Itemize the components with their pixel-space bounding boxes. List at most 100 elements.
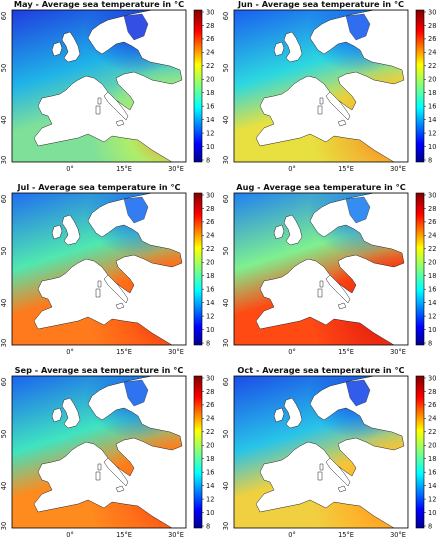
colorbar-tick-label: 8 bbox=[206, 522, 210, 530]
lat-tick-label: 60 bbox=[222, 12, 230, 20]
colorbar-tick-label: 24 bbox=[206, 415, 214, 423]
lat-tick-label: 60 bbox=[222, 378, 230, 386]
lat-tick-label: 40 bbox=[222, 482, 230, 490]
lon-tick-label: 30°E bbox=[168, 348, 184, 356]
colorbar-tick-label: 22 bbox=[428, 428, 436, 436]
lon-tick-label: 0° bbox=[288, 348, 296, 356]
colorbar-tick-label: 20 bbox=[206, 259, 214, 267]
colorbar: 30 28 26 24 22 20 18 16 14 12 10 8 bbox=[193, 191, 214, 347]
colorbar-tick-label: 12 bbox=[428, 495, 436, 503]
panel-title: May - Average sea temperature in °C bbox=[14, 0, 184, 9]
colorbar-tick-label: 8 bbox=[206, 339, 210, 347]
colorbar-tick-label: 10 bbox=[206, 143, 214, 151]
colorbar-tick-label: 22 bbox=[206, 62, 214, 70]
colorbar-tick-label: 26 bbox=[428, 35, 436, 43]
colorbar-tick-label: 8 bbox=[428, 522, 432, 530]
lon-tick-label: 0° bbox=[66, 348, 74, 356]
lat-tick-label: 30 bbox=[0, 339, 8, 347]
colorbar-tick-label: 30 bbox=[428, 374, 436, 382]
panel-sep: Sep - Average sea temperature in °C 60 50 4… bbox=[0, 365, 214, 539]
sea-map: 60 50 40 30 0° 15°E 30°E bbox=[222, 375, 409, 539]
colorbar-tick-label: 20 bbox=[206, 442, 214, 450]
colorbar-tick-label: 30 bbox=[428, 8, 436, 16]
lon-tick-label: 15°E bbox=[338, 165, 354, 173]
colorbar-tick-label: 18 bbox=[428, 272, 436, 280]
lat-tick-label: 40 bbox=[0, 299, 8, 307]
colorbar-tick-label: 8 bbox=[206, 156, 210, 164]
map-frame bbox=[11, 9, 187, 163]
sea-map: 60 50 40 30 0° 15°E 30°E bbox=[0, 9, 187, 173]
lat-tick-label: 30 bbox=[222, 156, 230, 164]
lat-tick-label: 30 bbox=[222, 522, 230, 530]
colorbar-tick-label: 20 bbox=[428, 259, 436, 267]
lat-tick-label: 60 bbox=[0, 195, 8, 203]
colorbar-tick-label: 12 bbox=[428, 129, 436, 137]
panel-aug: Aug - Average sea temperature in °C 60 50 4… bbox=[222, 182, 436, 356]
colorbar-tick-label: 28 bbox=[206, 22, 214, 30]
colorbar-tick-label: 10 bbox=[428, 326, 436, 334]
panel-title: Oct - Average sea temperature in °C bbox=[237, 365, 404, 375]
lon-tick-label: 0° bbox=[288, 531, 296, 539]
colorbar-tick-label: 16 bbox=[428, 102, 436, 110]
colorbar-tick-label: 26 bbox=[428, 401, 436, 409]
lat-tick-label: 50 bbox=[0, 430, 8, 438]
lat-tick-label: 60 bbox=[222, 195, 230, 203]
land-mass bbox=[33, 193, 186, 345]
map-frame bbox=[233, 192, 409, 346]
colorbar-tick-label: 16 bbox=[428, 468, 436, 476]
colorbar-tick-label: 8 bbox=[428, 156, 432, 164]
lat-tick-label: 40 bbox=[0, 116, 8, 124]
colorbar-tick-label: 20 bbox=[206, 76, 214, 84]
lon-tick-label: 15°E bbox=[338, 531, 354, 539]
panel-title: Sep - Average sea temperature in °C bbox=[15, 365, 184, 375]
colorbar-tick-label: 8 bbox=[428, 339, 432, 347]
lon-tick-label: 30°E bbox=[168, 165, 184, 173]
colorbar-tick-label: 24 bbox=[428, 49, 436, 57]
colorbar-tick-label: 18 bbox=[428, 455, 436, 463]
colorbar-tick-label: 14 bbox=[206, 482, 214, 490]
lat-tick-label: 30 bbox=[222, 339, 230, 347]
colorbar-tick-label: 22 bbox=[206, 428, 214, 436]
panel-oct: Oct - Average sea temperature in °C 60 50 4… bbox=[222, 365, 436, 539]
colorbar-tick-label: 24 bbox=[206, 232, 214, 240]
map-frame bbox=[233, 9, 409, 163]
colorbar-tick-label: 26 bbox=[206, 218, 214, 226]
lat-tick-label: 40 bbox=[222, 299, 230, 307]
colorbar-tick-label: 18 bbox=[206, 455, 214, 463]
colorbar-tick-label: 20 bbox=[428, 76, 436, 84]
sea-map: 60 50 40 30 0° 15°E 30°E bbox=[0, 192, 187, 356]
colorbar-tick-label: 16 bbox=[206, 102, 214, 110]
colorbar-tick-label: 26 bbox=[206, 401, 214, 409]
sea-map: 60 50 40 30 0° 15°E 30°E bbox=[0, 375, 187, 539]
colorbar-tick-label: 14 bbox=[206, 116, 214, 124]
lon-tick-label: 0° bbox=[288, 165, 296, 173]
colorbar-tick-label: 14 bbox=[428, 299, 436, 307]
lat-tick-label: 30 bbox=[0, 522, 8, 530]
colorbar-tick-label: 22 bbox=[206, 245, 214, 253]
colorbar: 30 28 26 24 22 20 18 16 14 12 10 8 bbox=[415, 374, 436, 530]
lat-tick-label: 50 bbox=[0, 247, 8, 255]
colorbar-tick-label: 12 bbox=[206, 129, 214, 137]
colorbar-tick-label: 14 bbox=[428, 482, 436, 490]
colorbar-tick-label: 22 bbox=[428, 245, 436, 253]
lon-tick-label: 0° bbox=[66, 165, 74, 173]
land-mass bbox=[255, 10, 408, 162]
lat-tick-label: 50 bbox=[0, 64, 8, 72]
lat-tick-label: 60 bbox=[0, 378, 8, 386]
lat-tick-label: 30 bbox=[0, 156, 8, 164]
panel-may: May - Average sea temperature in °C 60 50 4… bbox=[0, 0, 214, 173]
colorbar-tick-label: 30 bbox=[206, 8, 214, 16]
colorbar: 30 28 26 24 22 20 18 16 14 12 10 8 bbox=[193, 374, 214, 530]
colorbar: 30 28 26 24 22 20 18 16 14 12 10 8 bbox=[415, 191, 436, 347]
lon-tick-label: 30°E bbox=[168, 531, 184, 539]
lon-tick-label: 30°E bbox=[390, 165, 406, 173]
land-mass bbox=[33, 376, 186, 528]
map-frame bbox=[11, 375, 187, 529]
colorbar-tick-label: 12 bbox=[206, 312, 214, 320]
lon-tick-label: 30°E bbox=[390, 531, 406, 539]
colorbar-tick-label: 26 bbox=[428, 218, 436, 226]
lon-tick-label: 15°E bbox=[116, 348, 132, 356]
land-mass bbox=[255, 376, 408, 528]
colorbar-tick-label: 18 bbox=[428, 89, 436, 97]
colorbar-tick-label: 14 bbox=[206, 299, 214, 307]
